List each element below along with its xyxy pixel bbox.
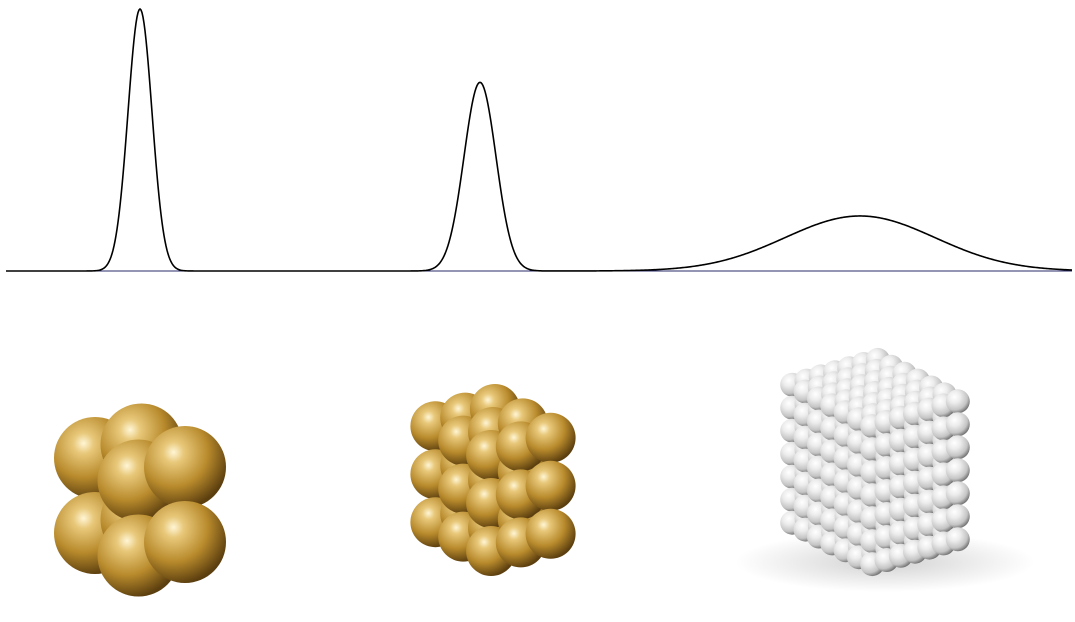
sphere xyxy=(525,460,576,511)
sphere xyxy=(945,458,970,483)
cluster-models xyxy=(54,347,1035,597)
sphere xyxy=(945,527,970,552)
sphere xyxy=(144,501,226,583)
sphere xyxy=(945,435,970,460)
sphere xyxy=(945,504,970,529)
small-gold-cluster xyxy=(54,403,226,597)
sphere xyxy=(945,412,970,437)
sphere xyxy=(525,508,576,559)
distribution-curve-plot xyxy=(6,7,1073,272)
sphere xyxy=(945,481,970,506)
sphere xyxy=(525,412,576,463)
distribution-curve xyxy=(6,7,1073,272)
sphere xyxy=(945,389,970,414)
large-silver-cluster xyxy=(735,347,1035,592)
sphere xyxy=(144,426,226,508)
medium-gold-cluster xyxy=(410,384,576,576)
